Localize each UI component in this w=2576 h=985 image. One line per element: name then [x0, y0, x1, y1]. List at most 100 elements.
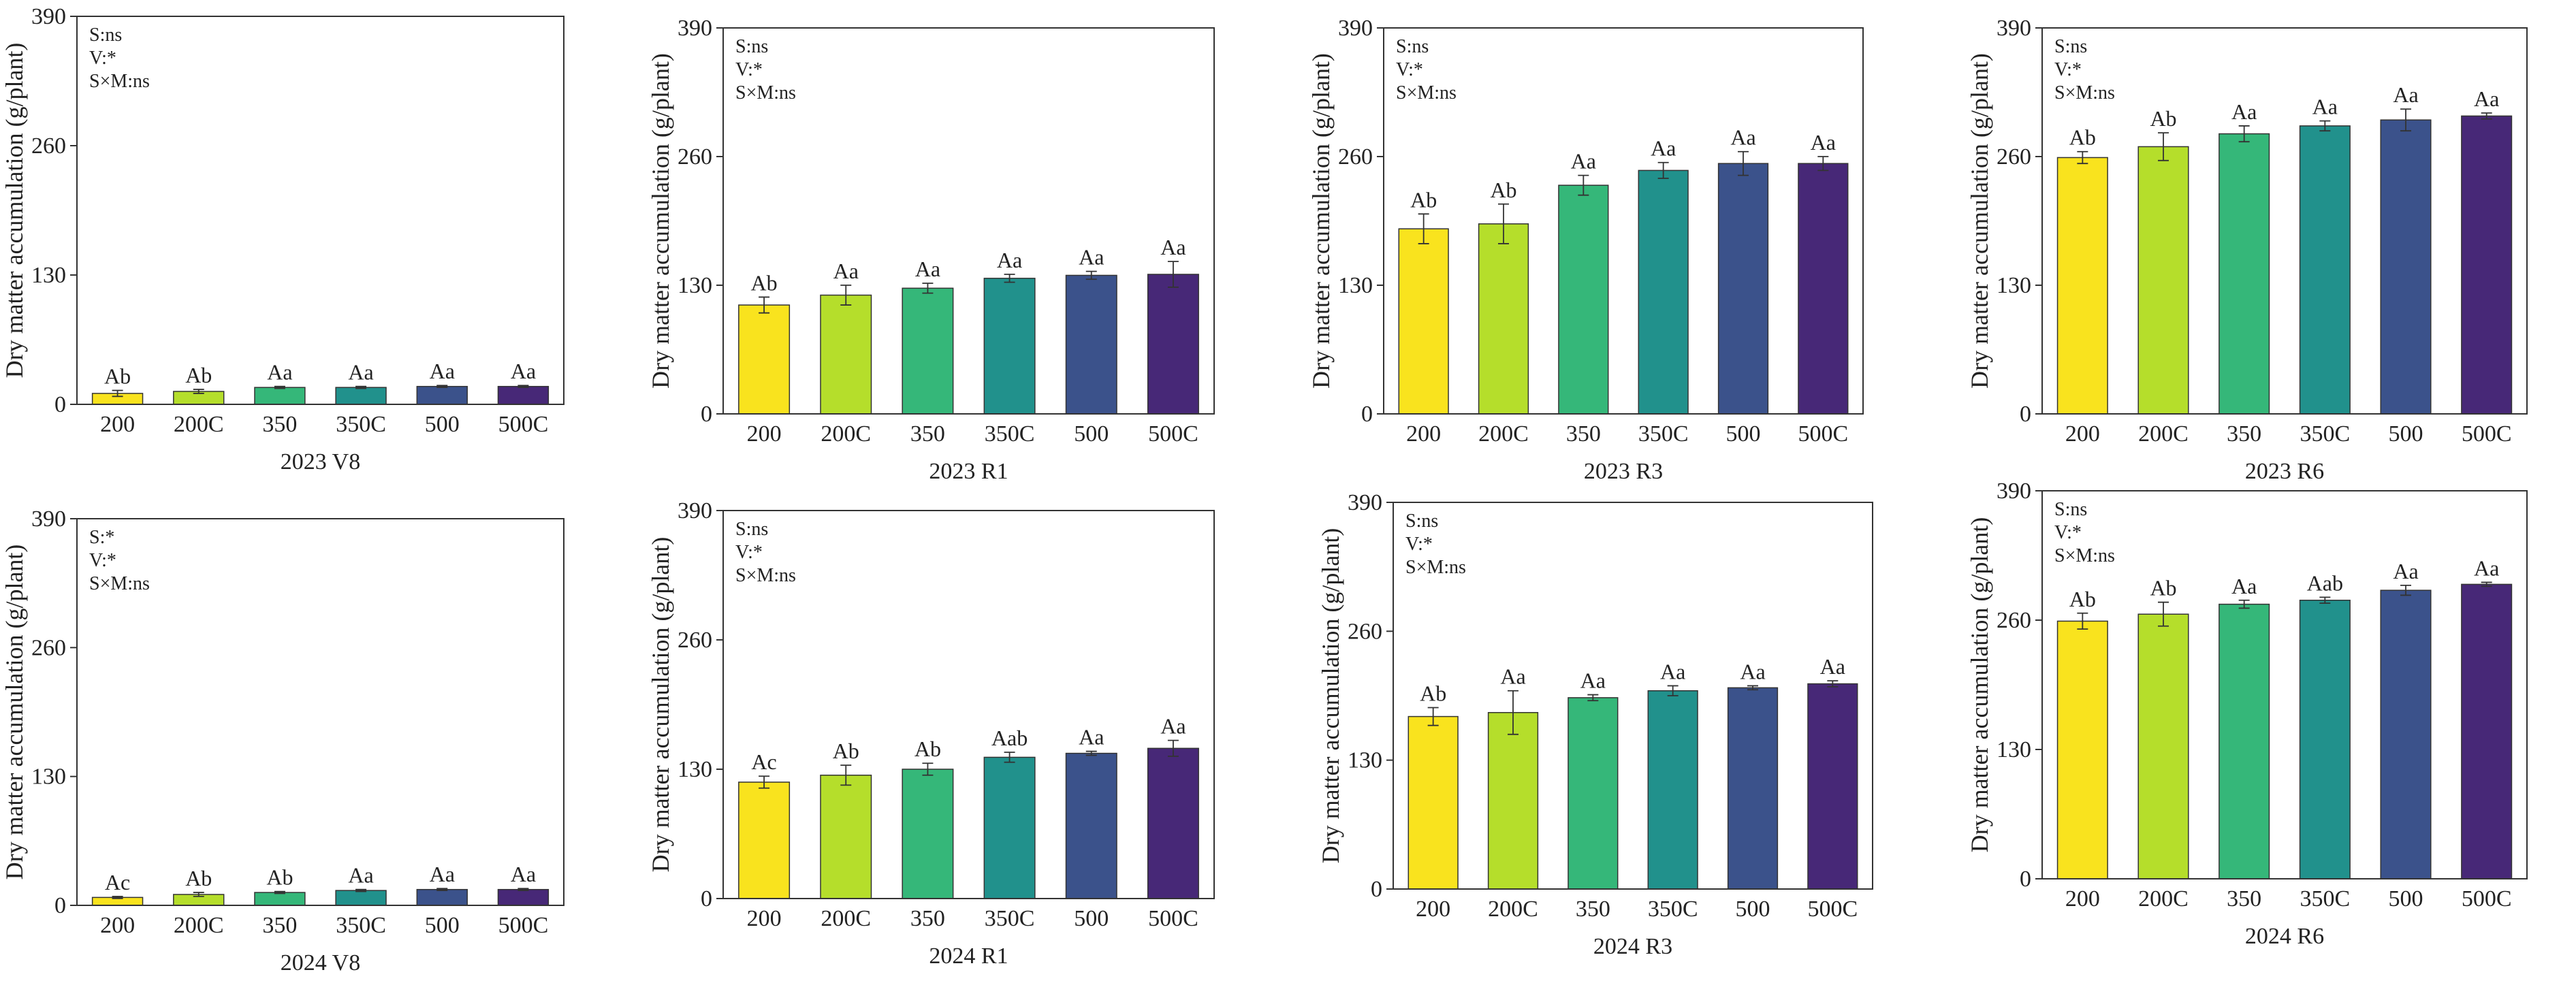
bar [1568, 697, 1619, 890]
significance-label: Aab [991, 726, 1028, 750]
significance-label: Aa [348, 863, 373, 888]
x-tick-label: 350C [336, 412, 386, 437]
x-tick-label: 350C [2300, 421, 2350, 447]
error-bar [2077, 612, 2088, 630]
stat-annotation: V:* [735, 542, 763, 563]
y-tick-label: 0 [701, 886, 712, 911]
significance-label: Ac [105, 870, 130, 894]
y-tick-label: 390 [678, 16, 712, 41]
bar [335, 890, 387, 906]
error-bar [1167, 739, 1179, 757]
x-tick-label: 200 [1416, 897, 1450, 922]
significance-label: Ac [751, 749, 776, 774]
stat-annotation: S×M:ns [735, 565, 796, 586]
bar [497, 888, 550, 906]
x-tick-label: 350 [1576, 897, 1610, 922]
x-tick-label: 200 [100, 913, 135, 938]
x-tick-label: 350 [910, 906, 945, 931]
y-tick-label: 0 [1371, 877, 1382, 902]
y-tick-label: 130 [678, 757, 712, 782]
x-tick-label: 200 [2065, 421, 2100, 447]
bar [335, 387, 387, 405]
x-tick-label: 500C [498, 913, 549, 938]
y-tick-label: 260 [678, 628, 712, 653]
stat-annotation: S:ns [735, 36, 768, 57]
significance-label: Ab [915, 737, 941, 761]
error-bar [2400, 584, 2411, 596]
x-tick-label: 350C [985, 421, 1035, 447]
y-tick-label: 390 [1348, 490, 1382, 515]
significance-label: Aa [2393, 82, 2418, 107]
error-bar [840, 285, 852, 306]
significance-label: Ab [833, 739, 859, 763]
significance-label: Ab [104, 364, 131, 389]
x-tick-label: 350C [336, 913, 386, 938]
bar [1727, 687, 1779, 890]
significance-label: Aa [2231, 99, 2257, 124]
plot-frame [1383, 27, 1864, 415]
significance-label: Aa [1079, 245, 1104, 270]
stat-annotation: V:* [2054, 522, 2082, 543]
error-bar [1747, 685, 1758, 691]
error-bar [2158, 132, 2169, 161]
bar [983, 278, 1036, 415]
error-bar [193, 389, 204, 394]
y-axis-title: Dry matter accumulation (g/plant) [1966, 53, 1993, 389]
significance-label: Aa [1160, 714, 1186, 739]
significance-label: Aa [1079, 725, 1104, 749]
x-axis-title: 2023 R6 [2245, 459, 2324, 484]
x-tick-label: 500C [1148, 421, 1198, 447]
significance-label: Aa [1580, 668, 1606, 693]
bar [738, 304, 791, 415]
x-tick-label: 200C [821, 906, 871, 931]
x-tick-label: 500C [2462, 421, 2512, 447]
plot-frame [1393, 502, 1873, 890]
x-tick-label: 500 [1074, 906, 1109, 931]
error-bar [2319, 120, 2331, 132]
stat-annotation: S:ns [2054, 499, 2087, 520]
error-bar [2481, 581, 2492, 587]
error-bar [2077, 150, 2088, 165]
chart-panel: Ab 200 Ab 200C Aa 350 Aa 350C Aa 500 Aa 500C 0 130 260… [1, 4, 565, 474]
stat-annotation: V:* [89, 550, 116, 571]
stat-annotation: S:* [89, 527, 114, 548]
error-bar [1085, 270, 1097, 280]
x-tick-label: 350 [2227, 886, 2261, 911]
error-bar [112, 895, 123, 899]
plot-frame [76, 16, 565, 405]
significance-label: Aa [511, 862, 536, 886]
x-tick-label: 500 [2389, 886, 2423, 911]
y-axis-title: Dry matter accumulation (g/plant) [1, 43, 28, 378]
x-axis-title: 2023 R3 [1584, 459, 1663, 484]
stat-annotation: V:* [1405, 534, 1433, 555]
error-bar [922, 762, 934, 776]
significance-label: Aa [430, 359, 455, 383]
significance-label: Aa [1740, 659, 1765, 683]
x-axis-title: 2024 R1 [929, 943, 1008, 969]
stat-annotation: V:* [2054, 59, 2082, 80]
error-bar [759, 296, 770, 314]
bar [497, 385, 550, 405]
x-tick-label: 350 [2227, 421, 2261, 447]
bar [2137, 146, 2189, 415]
significance-label: Aa [2474, 86, 2499, 111]
bar [902, 287, 954, 415]
bar [1065, 274, 1117, 415]
bar [1478, 223, 1529, 415]
plot-frame [76, 518, 565, 906]
error-bar [1657, 161, 1669, 179]
y-tick-label: 130 [1338, 273, 1373, 298]
y-tick-label: 130 [1348, 748, 1382, 773]
bar [1717, 163, 1769, 415]
bar [1807, 683, 1858, 890]
bar [1398, 228, 1449, 415]
plot-frame [722, 27, 1215, 415]
error-bar [274, 385, 285, 389]
bar [2380, 590, 2432, 879]
y-axis-title: Dry matter accumulation (g/plant) [1317, 528, 1344, 864]
error-bar [2481, 112, 2492, 120]
bar [416, 888, 468, 906]
significance-label: Aa [915, 257, 940, 281]
x-tick-label: 500C [498, 412, 549, 437]
significance-label: Aa [833, 259, 859, 283]
